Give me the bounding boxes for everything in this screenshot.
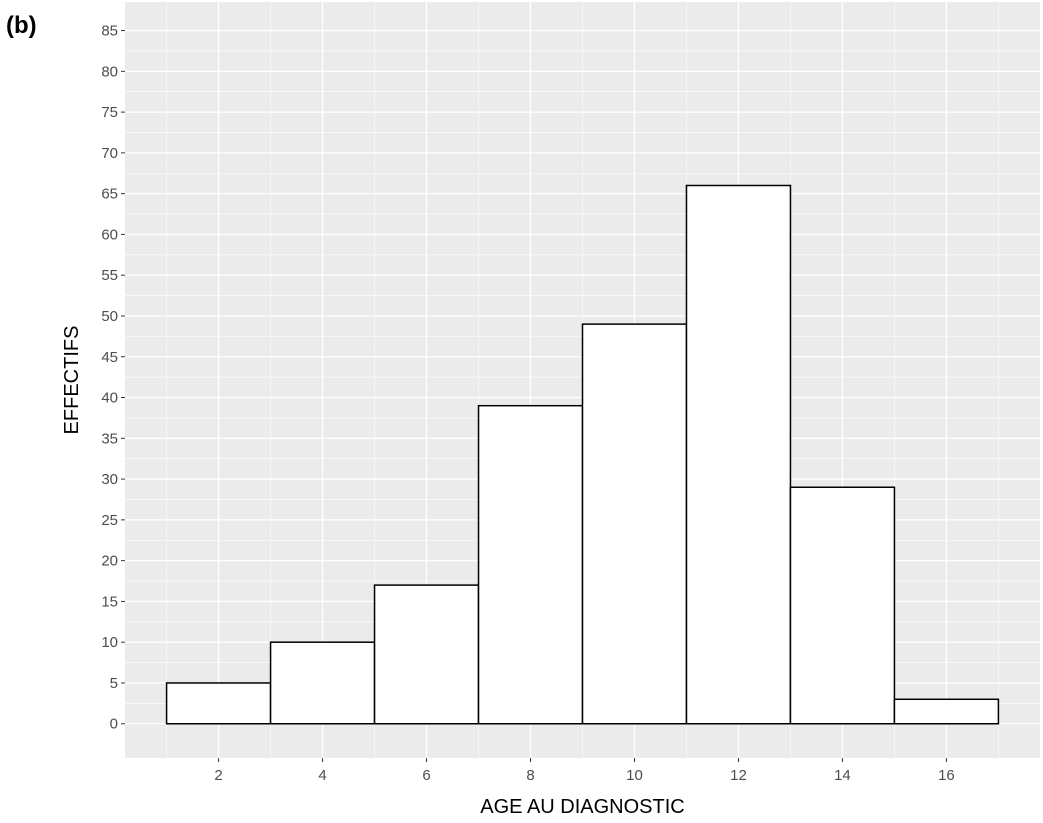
histogram-bar bbox=[477, 404, 584, 725]
y-tick-label: 75 bbox=[101, 104, 118, 121]
y-tick-label: 45 bbox=[101, 349, 118, 366]
histogram-bar bbox=[269, 641, 376, 725]
panel-label: (b) bbox=[6, 12, 37, 39]
y-tick-label: 80 bbox=[101, 63, 118, 80]
x-tick-label: 6 bbox=[422, 767, 430, 784]
histogram-bars bbox=[165, 184, 1000, 725]
y-tick-label: 65 bbox=[101, 186, 118, 203]
y-tick-label: 60 bbox=[101, 226, 118, 243]
x-tick-label: 12 bbox=[730, 767, 747, 784]
x-tick-label: 2 bbox=[214, 767, 222, 784]
y-axis-title: EFFECTIFS bbox=[61, 326, 83, 435]
y-tick-label: 10 bbox=[101, 634, 118, 651]
y-tick-label: 55 bbox=[101, 267, 118, 284]
y-tick-label: 50 bbox=[101, 308, 118, 325]
histogram-bar bbox=[373, 584, 480, 725]
y-tick-label: 0 bbox=[110, 716, 118, 733]
y-tick-label: 25 bbox=[101, 512, 118, 529]
x-axis: 2 4 6 8 10 12 14 16 bbox=[214, 758, 955, 784]
x-axis-title: AGE AU DIAGNOSTIC bbox=[480, 796, 684, 818]
x-tick-label: 10 bbox=[626, 767, 643, 784]
y-tick-label: 15 bbox=[101, 593, 118, 610]
histogram-bar bbox=[789, 486, 896, 725]
y-tick-label: 85 bbox=[101, 23, 118, 40]
histogram-bar bbox=[685, 184, 792, 725]
y-tick-label: 40 bbox=[101, 390, 118, 407]
x-tick-label: 16 bbox=[938, 767, 955, 784]
histogram-bar bbox=[581, 323, 688, 725]
x-tick-label: 14 bbox=[834, 767, 851, 784]
x-tick-label: 8 bbox=[526, 767, 534, 784]
y-tick-label: 35 bbox=[101, 430, 118, 447]
y-tick-label: 5 bbox=[110, 675, 118, 692]
y-tick-label: 30 bbox=[101, 471, 118, 488]
y-tick-label: 70 bbox=[101, 145, 118, 162]
y-tick-label: 20 bbox=[101, 553, 118, 570]
x-tick-label: 4 bbox=[318, 767, 326, 784]
histogram-bar bbox=[893, 698, 1000, 725]
y-axis: 0 5 10 15 20 25 30 35 40 45 50 55 60 65 70 75 80 85 bbox=[101, 23, 125, 733]
histogram-bar bbox=[165, 682, 272, 725]
